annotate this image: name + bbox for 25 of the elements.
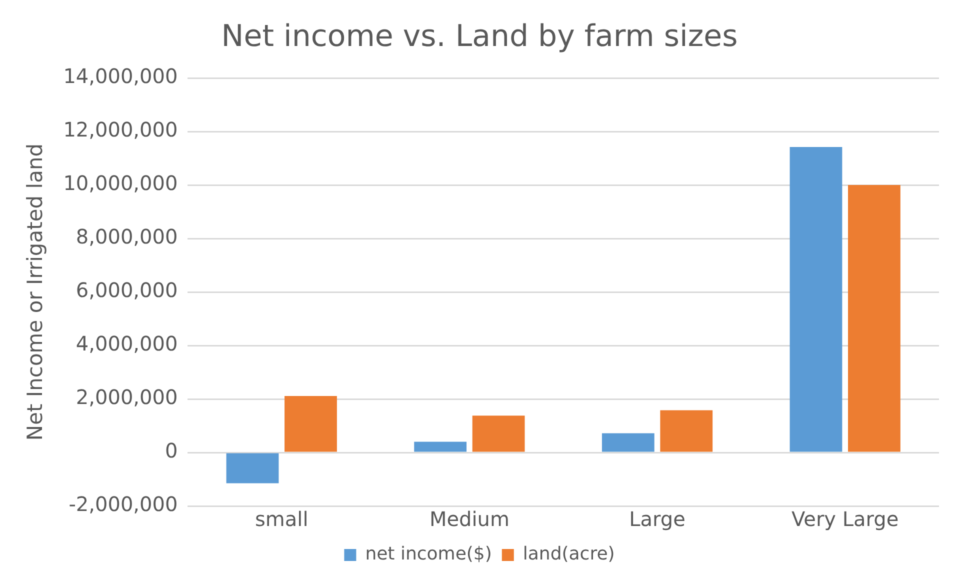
legend-label: land(acre) bbox=[522, 544, 615, 565]
y-tick-label: 2,000,000 bbox=[76, 385, 178, 410]
legend-label: net income($) bbox=[365, 544, 492, 565]
bar bbox=[226, 453, 279, 484]
x-tick-label: Large bbox=[629, 507, 686, 532]
y-tick-label: 14,000,000 bbox=[63, 64, 178, 88]
y-tick-label: 10,000,000 bbox=[63, 171, 178, 196]
y-tick-label: 4,000,000 bbox=[76, 332, 178, 356]
bar bbox=[848, 185, 900, 452]
y-tick-label: 6,000,000 bbox=[76, 278, 178, 302]
x-tick-label: small bbox=[254, 507, 308, 532]
bar bbox=[660, 410, 713, 452]
x-tick-label: Very Large bbox=[792, 507, 899, 532]
bar bbox=[414, 442, 467, 452]
x-tick-label: Medium bbox=[429, 507, 510, 532]
bar bbox=[790, 147, 842, 452]
y-tick-label: 8,000,000 bbox=[76, 224, 178, 249]
y-tick-label: -2,000,000 bbox=[68, 492, 178, 516]
y-tick-label: 12,000,000 bbox=[63, 118, 178, 142]
bar bbox=[472, 416, 525, 452]
bar bbox=[602, 433, 654, 452]
chart-title: Net income vs. Land by farm sizes bbox=[221, 18, 738, 54]
bar bbox=[284, 396, 337, 452]
y-tick-label: 0 bbox=[164, 438, 178, 463]
y-axis-title: Net Income or Irrigated land bbox=[23, 143, 48, 441]
